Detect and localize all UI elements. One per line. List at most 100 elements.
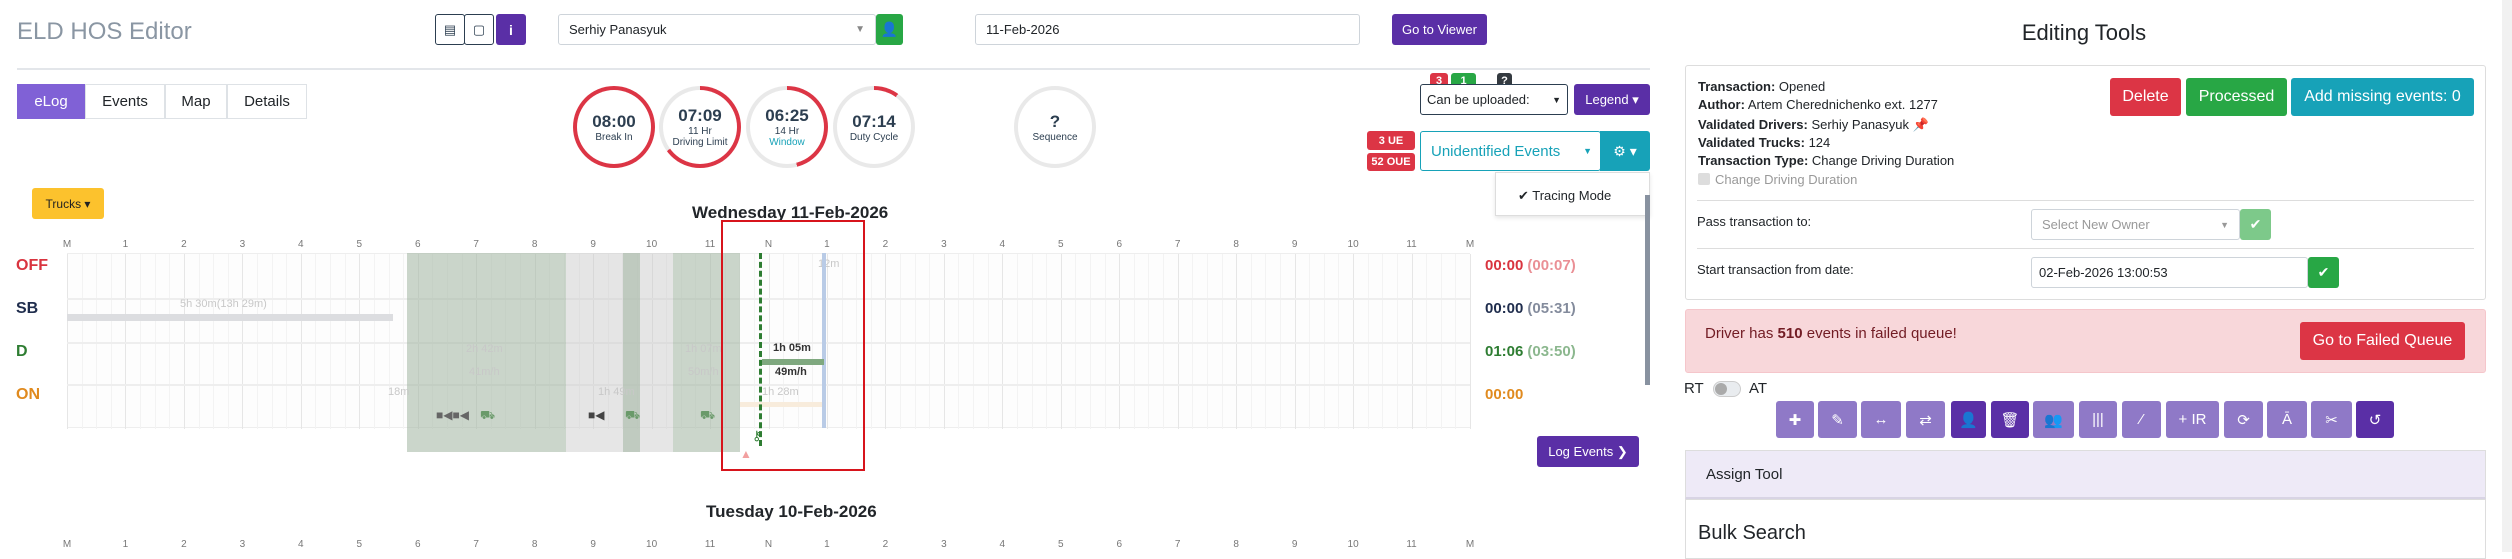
pass-confirm-button[interactable]: ✔ <box>2240 209 2271 240</box>
date-input[interactable]: 11-Feb-2026 <box>975 14 1360 45</box>
driver-user-button[interactable]: 👤 <box>876 14 903 45</box>
grid-line <box>783 254 785 429</box>
main-scrollbar[interactable] <box>1645 195 1650 385</box>
validated-drivers: Validated Drivers: Serhiy Panasyuk 📌 <box>1698 117 1929 132</box>
clock-face: 08:00 Break In <box>577 90 651 164</box>
pencil-button[interactable]: ✎ <box>1818 401 1857 438</box>
gear-dropdown-button[interactable]: ⚙ ▾ <box>1600 131 1650 171</box>
go-to-viewer-button[interactable]: Go to Viewer <box>1392 14 1487 45</box>
log-events-button[interactable]: Log Events ❯ <box>1537 436 1639 467</box>
new-owner-placeholder: Select New Owner <box>2042 217 2150 232</box>
document-icon[interactable]: ▤ <box>435 14 465 45</box>
users-button[interactable]: 👥 <box>2033 401 2074 438</box>
hour-tick-label: 7 <box>473 239 479 250</box>
text-height-button[interactable]: Ā <box>2267 401 2307 438</box>
upload-select-value: Can be uploaded: <box>1427 92 1530 107</box>
driver-select[interactable]: Serhiy Panasyuk ▼ <box>558 14 876 45</box>
oue-badge[interactable]: 52 OUE <box>1367 153 1415 171</box>
rt-at-toggle[interactable] <box>1713 381 1741 397</box>
tracing-mode-item[interactable]: ✔ Tracing Mode <box>1518 188 1612 203</box>
selection-box[interactable] <box>721 220 865 471</box>
processed-button[interactable]: Processed <box>2186 78 2287 116</box>
sb-duration: 5h 30m(13h 29m) <box>180 298 267 310</box>
assign-tool-header[interactable]: Assign Tool <box>1685 450 2486 499</box>
ue-badge[interactable]: 3 UE <box>1367 131 1415 150</box>
legend-button[interactable]: Legend ▾ <box>1574 84 1650 115</box>
add-missing-events-button[interactable]: Add missing events: 0 <box>2291 78 2474 116</box>
gray-overlay <box>566 253 673 452</box>
hour-tick-label: 2 <box>882 239 889 250</box>
tab-elog[interactable]: eLog <box>17 84 85 119</box>
grid-line <box>1382 254 1384 429</box>
unidentified-events-select[interactable]: Unidentified Events ▼ <box>1420 131 1601 171</box>
grid-line <box>1075 254 1077 429</box>
add-ir-label: + IR <box>2178 411 2207 428</box>
hour-tick-label: 9 <box>590 539 596 550</box>
start-date-confirm-button[interactable]: ✔ <box>2308 257 2339 288</box>
grid-line <box>96 254 98 429</box>
text-height-icon: Ā <box>2281 411 2292 428</box>
gear-icon: ⚙ <box>1613 142 1626 159</box>
grid-line <box>841 254 843 429</box>
grid-line <box>1090 254 1092 429</box>
add-ir-button[interactable]: + IR <box>2166 401 2219 438</box>
tab-details[interactable]: Details <box>227 84 307 119</box>
grid-line <box>885 254 887 429</box>
grid-line <box>914 254 916 429</box>
new-owner-select[interactable]: Select New Owner ▼ <box>2031 209 2240 240</box>
date-value: 11-Feb-2026 <box>986 22 1060 37</box>
grid-line <box>929 254 931 429</box>
grid-line <box>169 254 171 429</box>
transaction-status: Transaction: Opened <box>1698 79 1826 94</box>
hour-tick-label: 6 <box>414 239 421 250</box>
clock-3: 07:14 Duty Cycle <box>833 86 915 168</box>
scissors-button[interactable]: ✂ <box>2311 401 2352 438</box>
sb-bar <box>67 314 393 321</box>
grid-line <box>1192 254 1194 429</box>
swap-button[interactable]: ⇄ <box>1906 401 1945 438</box>
grid-line <box>666 254 668 429</box>
go-to-failed-queue-button[interactable]: Go to Failed Queue <box>2300 322 2465 360</box>
on-bar <box>740 402 824 407</box>
page-scrollbar[interactable] <box>2502 0 2512 552</box>
user-button[interactable]: 👤 <box>1951 401 1986 438</box>
note-icon[interactable]: ▢ <box>464 14 494 45</box>
grid-line <box>900 254 902 429</box>
pencil-icon: ✎ <box>1831 411 1844 429</box>
delete-button[interactable]: Delete <box>2110 78 2181 116</box>
upload-select[interactable]: Can be uploaded: ▼ <box>1420 84 1568 115</box>
grid-line <box>227 254 229 429</box>
start-date-input[interactable]: 02-Feb-2026 13:00:53 <box>2031 257 2308 288</box>
tab-events[interactable]: Events <box>85 84 165 119</box>
undo-button[interactable]: ↺ <box>2356 401 2394 438</box>
change-driving-checkbox[interactable]: Change Driving Duration <box>1698 172 1857 187</box>
grid-line <box>286 254 288 429</box>
columns-button[interactable]: ||| <box>2079 401 2117 438</box>
hour-tick-label: 5 <box>356 539 363 550</box>
hour-tick-label: 5 <box>1058 539 1064 550</box>
total-value: 00:00 <box>1485 257 1524 274</box>
grid-line <box>1236 254 1238 429</box>
pass-transaction-label: Pass transaction to: <box>1697 214 1812 229</box>
refresh-button[interactable]: ⟳ <box>2224 401 2263 438</box>
grid-line <box>1104 254 1106 429</box>
plus-button[interactable]: ✚ <box>1776 401 1814 438</box>
drive-speed: 49m/h <box>775 366 807 378</box>
chevron-down-icon: ▼ <box>1552 94 1561 105</box>
grid-line <box>607 254 609 429</box>
total-value: 00:00 <box>1485 386 1524 403</box>
camera-icon: ■◀■◀ <box>436 408 469 422</box>
tab-map[interactable]: Map <box>165 84 227 119</box>
magic-button[interactable]: ⁄ <box>2122 401 2161 438</box>
transaction-author: Author: Artem Cherednichenko ext. 1277 <box>1698 97 1938 112</box>
resize-button[interactable]: ↔ <box>1861 401 1901 438</box>
grid-line <box>622 254 624 429</box>
trash-button[interactable]: 🗑 <box>1991 401 2029 438</box>
hour-tick-label: 5 <box>1058 239 1064 250</box>
grid-line <box>373 254 375 429</box>
trucks-dropdown[interactable]: Trucks ▾ <box>32 188 104 219</box>
hour-tick-label: M <box>62 539 72 550</box>
hour-tick-label: 9 <box>590 239 596 250</box>
info-button[interactable]: i <box>496 14 526 45</box>
hour-tick-label: 10 <box>646 539 658 550</box>
